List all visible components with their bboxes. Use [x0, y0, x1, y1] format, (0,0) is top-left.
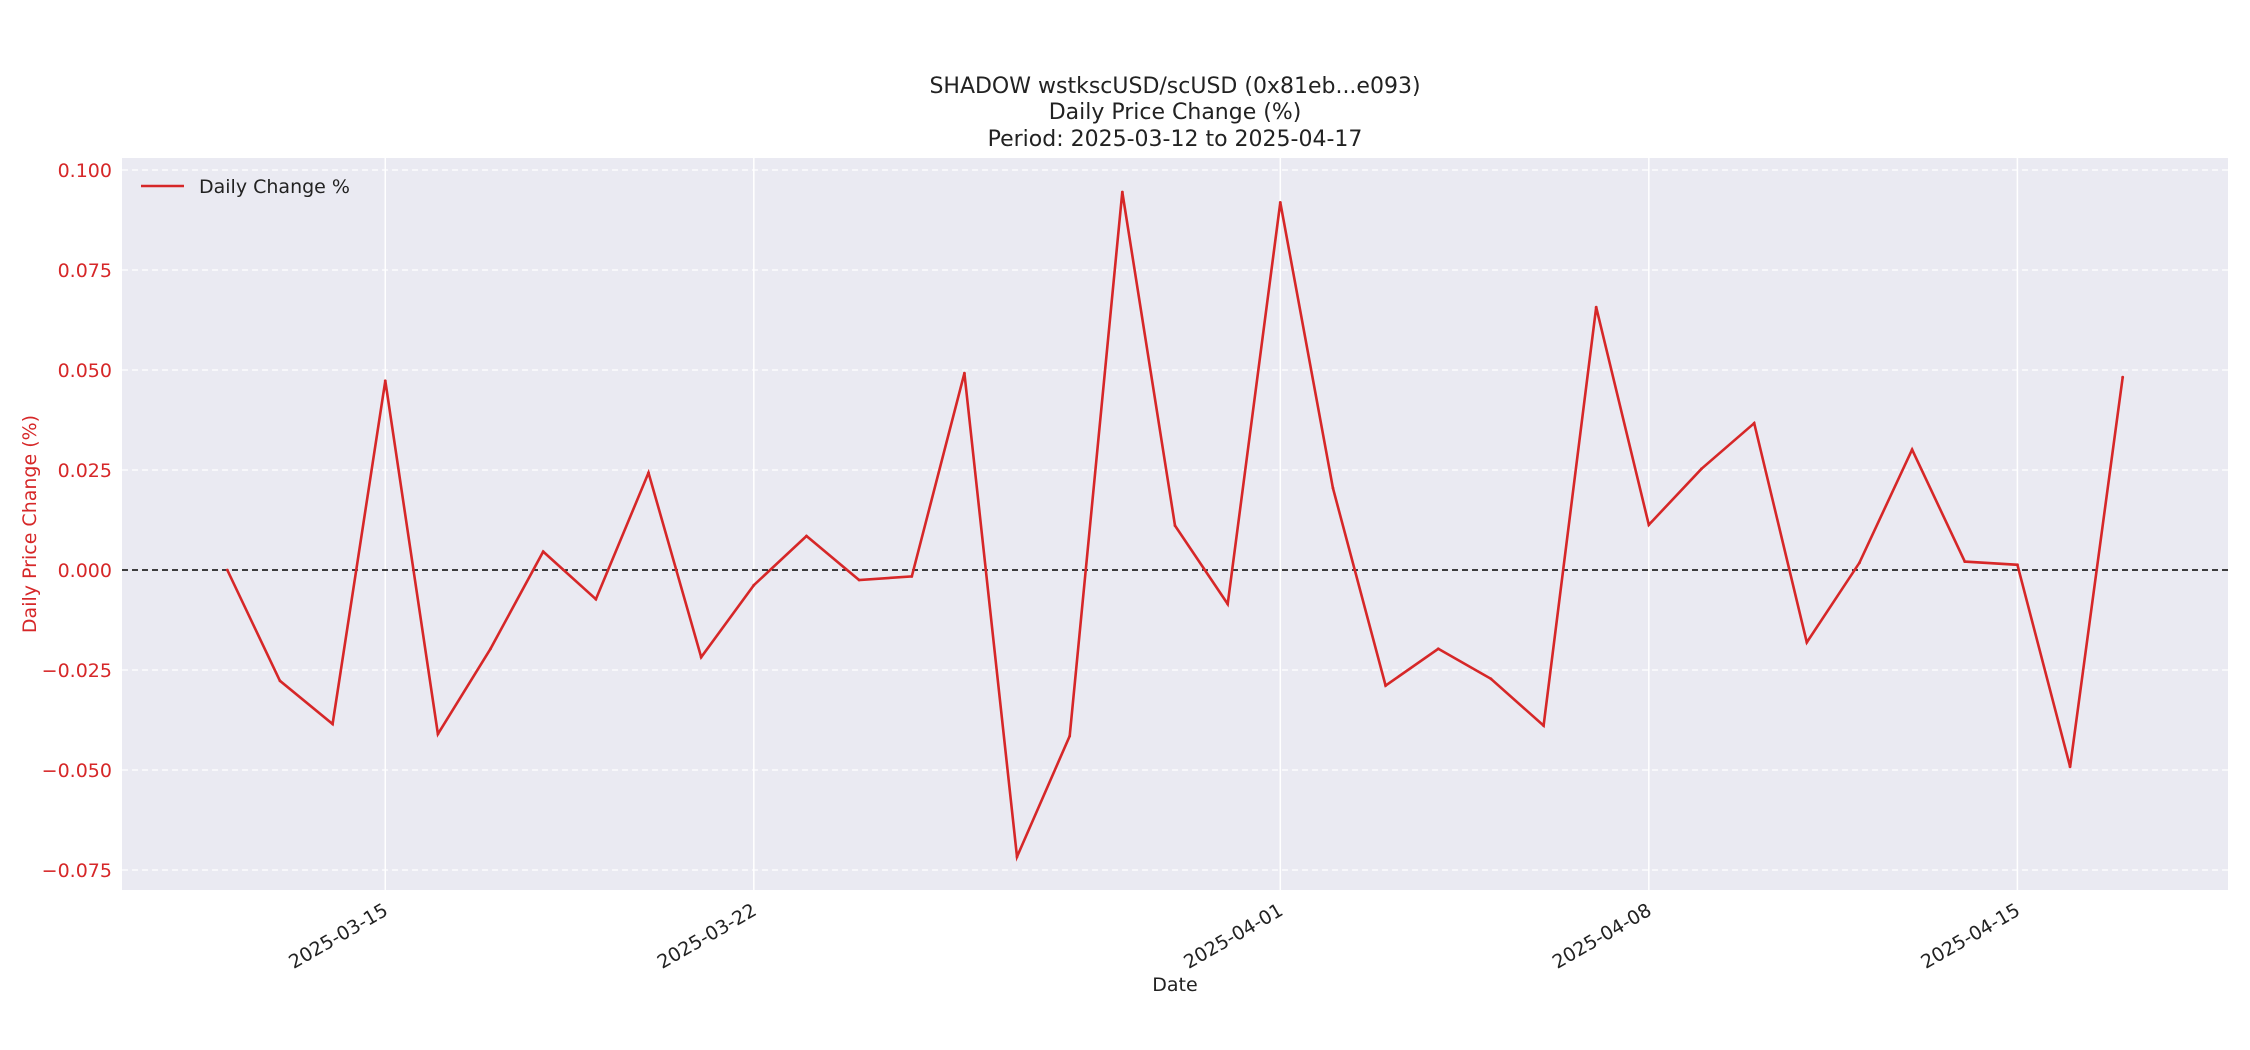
data-point — [1858, 561, 1861, 565]
chart-title-line-2: Daily Price Change (%) — [1049, 100, 1302, 125]
data-point — [1489, 677, 1493, 681]
data-point — [2068, 765, 2072, 769]
data-point — [963, 371, 966, 375]
data-point — [1384, 684, 1387, 687]
x-tick-label: 2025-03-15 — [285, 899, 392, 973]
data-point — [805, 534, 808, 538]
y-tick-label: 0.025 — [58, 460, 112, 482]
x-tick-label: 2025-04-01 — [1180, 899, 1287, 973]
data-point — [647, 471, 650, 475]
chart-title-line-1: SHADOW wstkscUSD/scUSD (0x81eb...e093) — [929, 74, 1420, 99]
data-point — [1805, 641, 1809, 644]
x-tick-label: 2025-04-15 — [1917, 899, 2024, 973]
y-tick-label: −0.075 — [42, 860, 112, 882]
chart-title: SHADOW wstkscUSD/scUSD (0x81eb...e093) D… — [929, 74, 1420, 152]
data-point — [1436, 647, 1440, 651]
data-point — [752, 583, 756, 587]
data-point — [1120, 190, 1124, 194]
y-axis-ticks: 0.100 0.075 0.050 0.025 0.000 −0.025 −0.050 −0.… — [42, 160, 112, 882]
data-point — [1173, 524, 1177, 527]
data-point — [1910, 448, 1914, 451]
data-point — [331, 722, 334, 726]
y-tick-label: 0.100 — [58, 160, 112, 182]
data-point — [1752, 421, 1756, 425]
data-point — [1278, 201, 1282, 204]
y-tick-label: 0.000 — [58, 560, 112, 582]
data-point — [436, 732, 440, 736]
data-point — [1542, 724, 1545, 727]
data-point — [278, 679, 282, 683]
data-point — [1594, 305, 1598, 309]
data-point — [699, 655, 703, 659]
y-axis-label: Daily Price Change (%) — [19, 415, 41, 633]
data-point — [594, 597, 598, 601]
x-tick-label: 2025-04-08 — [1549, 899, 1656, 973]
y-tick-label: 0.050 — [58, 360, 112, 382]
legend: Daily Change % — [141, 176, 350, 198]
data-point — [1700, 467, 1703, 471]
x-axis-label: Date — [1152, 974, 1197, 996]
data-point — [489, 647, 492, 651]
data-point — [1963, 560, 1967, 563]
data-point — [1068, 734, 1072, 738]
x-tick-label: 2025-03-22 — [654, 899, 761, 973]
y-gridlines — [122, 169, 2228, 871]
data-point — [2121, 375, 2125, 379]
data-point — [383, 379, 387, 383]
data-point — [541, 550, 545, 553]
data-point — [1226, 602, 1230, 606]
data-point — [225, 568, 229, 572]
series-layer — [225, 190, 2125, 862]
x-gridlines — [384, 158, 2019, 890]
y-tick-label: −0.025 — [42, 660, 112, 682]
y-tick-label: −0.050 — [42, 760, 112, 782]
legend-label: Daily Change % — [199, 176, 350, 198]
chart-title-line-3: Period: 2025-03-12 to 2025-04-17 — [988, 127, 1363, 152]
y-tick-label: 0.075 — [58, 260, 112, 282]
data-point — [1647, 523, 1651, 527]
data-point — [910, 575, 914, 578]
data-point — [2016, 563, 2019, 567]
data-point — [1015, 855, 1019, 859]
x-axis-ticks: 2025-03-15 2025-03-22 2025-04-01 2025-04-08… — [285, 899, 2024, 973]
data-point — [1331, 486, 1335, 490]
data-point — [857, 578, 861, 582]
